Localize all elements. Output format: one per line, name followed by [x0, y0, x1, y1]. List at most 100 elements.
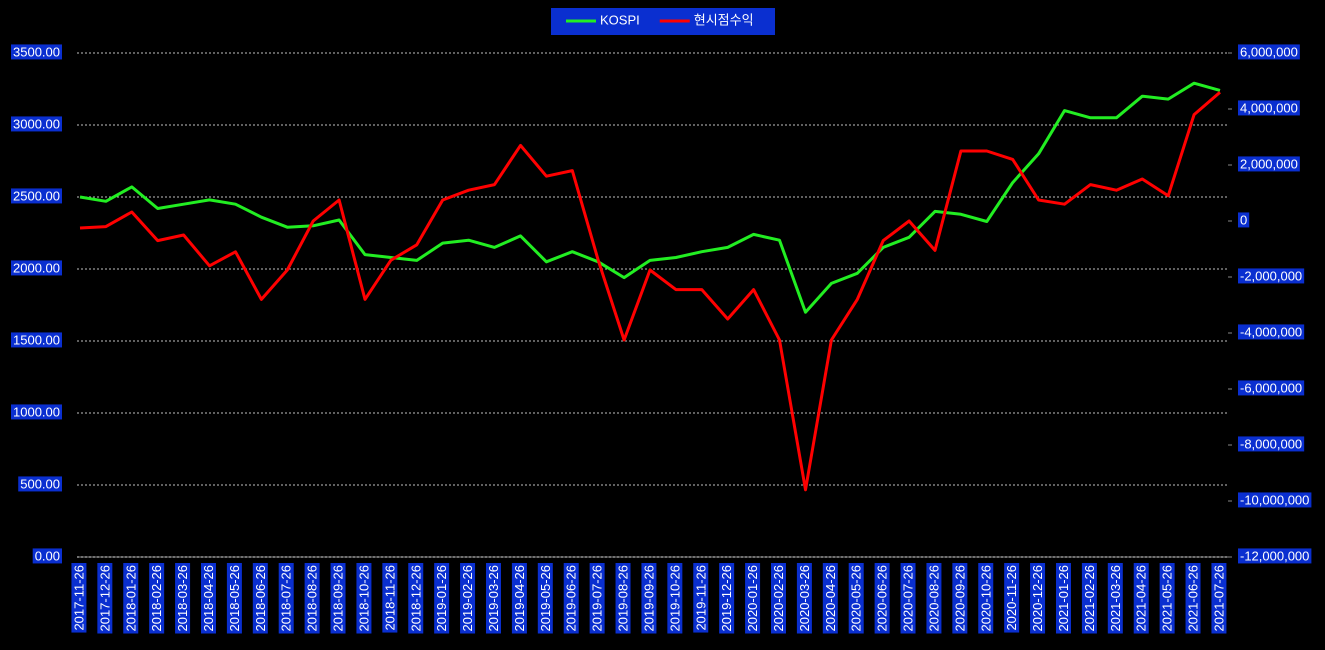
x-tick-label-bg: [1185, 563, 1201, 634]
x-tick-label: 2019-01-26: [434, 565, 449, 632]
x-tick-label: 2020-11-26: [1004, 565, 1019, 631]
x-tick-label-bg: [926, 563, 942, 634]
y-tick-label-bg: [32, 548, 62, 564]
x-tick-label-bg: [667, 563, 683, 634]
y-tick-label: 1500.00: [13, 332, 60, 347]
x-tick-label: 2018-06-26: [253, 565, 268, 632]
y2-tick-label: 4,000,000: [1240, 100, 1298, 115]
x-tick-label: 2021-03-26: [1108, 565, 1123, 632]
y-tick-label: 2500.00: [13, 188, 60, 203]
x-tick-label-bg: [330, 563, 346, 634]
x-tick-label-bg: [304, 563, 320, 634]
x-tick-label: 2018-07-26: [279, 565, 294, 632]
x-tick-label-bg: [408, 563, 424, 634]
x-tick-label: 2020-01-26: [745, 565, 760, 632]
y-tick-label-bg: [11, 404, 62, 420]
x-tick-label-bg: [770, 563, 786, 634]
y2-tick-label: -2,000,000: [1240, 268, 1302, 283]
x-tick-label-bg: [978, 562, 994, 634]
y2-tick-label-bg: [1238, 436, 1305, 452]
x-tick-label-bg: [796, 563, 812, 634]
series-line: [79, 91, 1221, 492]
x-tick-label-bg: [822, 563, 838, 634]
x-tick-label-bg: [1030, 563, 1046, 634]
x-tick-label-bg: [485, 562, 501, 634]
x-tick-label: 2020-09-26: [952, 565, 967, 632]
x-tick-label-bg: [1211, 563, 1227, 634]
y2-tick-label-bg: [1238, 324, 1305, 340]
x-tick-label: 2021-07-26: [1211, 565, 1226, 632]
x-tick-label-bg: [952, 563, 968, 634]
x-tick-label-bg: [252, 563, 268, 634]
x-tick-label: 2017-12-26: [97, 565, 112, 632]
x-tick-label-bg: [71, 563, 87, 633]
x-tick-label: 2020-06-26: [875, 565, 890, 632]
y2-tick-label: -12,000,000: [1240, 548, 1309, 563]
x-tick-label-bg: [563, 563, 579, 634]
x-tick-label-bg: [874, 563, 890, 634]
y-tick-label: 500.00: [20, 476, 60, 491]
y2-tick-label-bg: [1238, 268, 1305, 284]
y2-tick-label-bg: [1238, 212, 1250, 228]
x-tick-label: 2018-05-26: [227, 565, 242, 632]
x-tick-label-bg: [641, 563, 657, 634]
x-tick-label-bg: [1081, 563, 1097, 634]
x-tick-label: 2019-12-26: [719, 565, 734, 632]
x-tick-label-bg: [511, 563, 527, 634]
x-tick-label: 2018-10-26: [356, 565, 371, 632]
x-tick-label: 2021-06-26: [1186, 565, 1201, 632]
x-tick-label: 2019-04-26: [512, 565, 527, 632]
x-tick-label: 2021-02-26: [1082, 565, 1097, 632]
x-tick-label-bg: [434, 563, 450, 634]
x-tick-label: 2019-03-26: [486, 565, 501, 632]
x-tick-label: 2020-12-26: [1030, 565, 1045, 632]
x-tick-label-bg: [745, 563, 761, 634]
x-tick-label: 2021-04-26: [1134, 565, 1149, 632]
y-tick-label: 3000.00: [13, 116, 60, 131]
x-tick-label-bg: [1055, 563, 1071, 634]
y-tick-label: 0.00: [35, 548, 60, 563]
y2-tick-label-bg: [1238, 548, 1312, 564]
series-line: [79, 81, 1221, 314]
y-tick-label: 1000.00: [13, 404, 60, 419]
x-tick-label-bg: [1133, 563, 1149, 634]
x-tick-label: 2020-05-26: [849, 565, 864, 632]
y2-tick-label: 2,000,000: [1240, 156, 1298, 171]
x-tick-label-bg: [200, 563, 216, 634]
x-tick-label: 2020-08-26: [926, 565, 941, 632]
x-tick-label-bg: [382, 563, 398, 633]
y-tick-label-bg: [11, 44, 62, 60]
y2-tick-label-bg: [1238, 100, 1300, 116]
x-tick-label: 2017-11-26: [71, 565, 86, 631]
x-tick-label-bg: [719, 563, 735, 634]
x-tick-label: 2018-11-26: [382, 565, 397, 631]
y-tick-label-bg: [11, 332, 62, 348]
y-tick-label: 3500.00: [13, 44, 60, 59]
x-tick-label-bg: [97, 563, 113, 634]
y-tick-label-bg: [11, 188, 62, 204]
x-tick-label-bg: [1004, 563, 1020, 633]
y2-tick-label-bg: [1238, 44, 1300, 60]
x-tick-label: 2018-02-26: [149, 565, 164, 632]
x-tick-label: 2019-06-26: [564, 565, 579, 632]
x-tick-label-bg: [175, 563, 191, 634]
x-tick-label-bg: [537, 563, 553, 634]
y2-tick-label-bg: [1238, 156, 1300, 172]
x-tick-label-bg: [693, 563, 709, 633]
x-tick-label: 2021-01-26: [1056, 565, 1071, 632]
x-tick-label-bg: [615, 563, 631, 634]
x-tick-label: 2019-07-26: [590, 565, 605, 632]
x-tick-label: 2019-11-26: [693, 565, 708, 631]
y2-tick-label: 6,000,000: [1240, 44, 1298, 59]
x-tick-label: 2019-08-26: [616, 565, 631, 632]
x-tick-label-bg: [900, 563, 916, 634]
x-tick-label: 2018-04-26: [201, 565, 216, 632]
legend-label: 현시점수익: [694, 12, 754, 27]
x-tick-label: 2019-05-26: [538, 565, 553, 632]
x-tick-label: 2019-10-26: [667, 565, 682, 632]
x-tick-label: 2020-04-26: [823, 565, 838, 632]
x-tick-label: 2019-02-26: [460, 565, 475, 632]
